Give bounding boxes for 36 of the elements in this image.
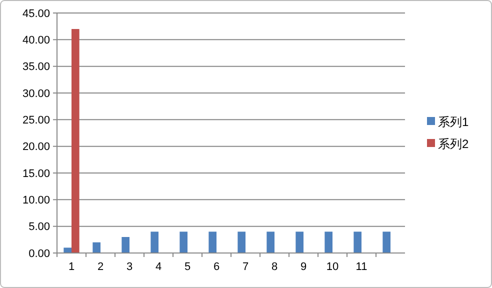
y-tick-label: 20.00 (22, 141, 50, 154)
y-tick-label: 25.00 (22, 114, 50, 127)
x-tick-label: 3 (126, 261, 133, 273)
bar (64, 248, 72, 253)
x-tick-label: 4 (155, 261, 162, 273)
y-tick-label: 45.00 (22, 8, 50, 20)
x-tick-label: 1 (68, 261, 75, 273)
bar (238, 232, 246, 253)
bar (92, 242, 100, 253)
x-tick-label: 7 (242, 261, 249, 273)
x-tick-label: 11 (356, 261, 368, 273)
bar (382, 232, 390, 253)
bar (180, 232, 188, 253)
legend-label: 系列1 (438, 115, 469, 130)
bar (324, 232, 332, 253)
y-tick-label: 0.00 (28, 248, 50, 260)
x-tick-label: 2 (97, 261, 104, 273)
x-tick-label: 10 (326, 261, 339, 273)
bar (122, 237, 130, 253)
y-tick-label: 30.00 (22, 88, 50, 100)
x-tick-label: 8 (271, 261, 278, 273)
x-tick-label: 9 (300, 261, 307, 273)
y-tick-label: 15.00 (22, 168, 50, 180)
bar (266, 232, 274, 253)
x-tick-label: 6 (213, 261, 220, 273)
bar (208, 232, 216, 253)
y-tick-label: 5.00 (28, 221, 50, 234)
y-tick-label: 40.00 (22, 34, 50, 47)
bar (296, 232, 304, 253)
bar (72, 29, 80, 253)
y-tick-label: 10.00 (22, 194, 50, 207)
bar (150, 232, 158, 253)
y-tick-label: 35.00 (22, 61, 50, 74)
bar (354, 232, 362, 253)
x-tick-label: 5 (184, 261, 191, 273)
legend-label: 系列2 (438, 137, 469, 152)
